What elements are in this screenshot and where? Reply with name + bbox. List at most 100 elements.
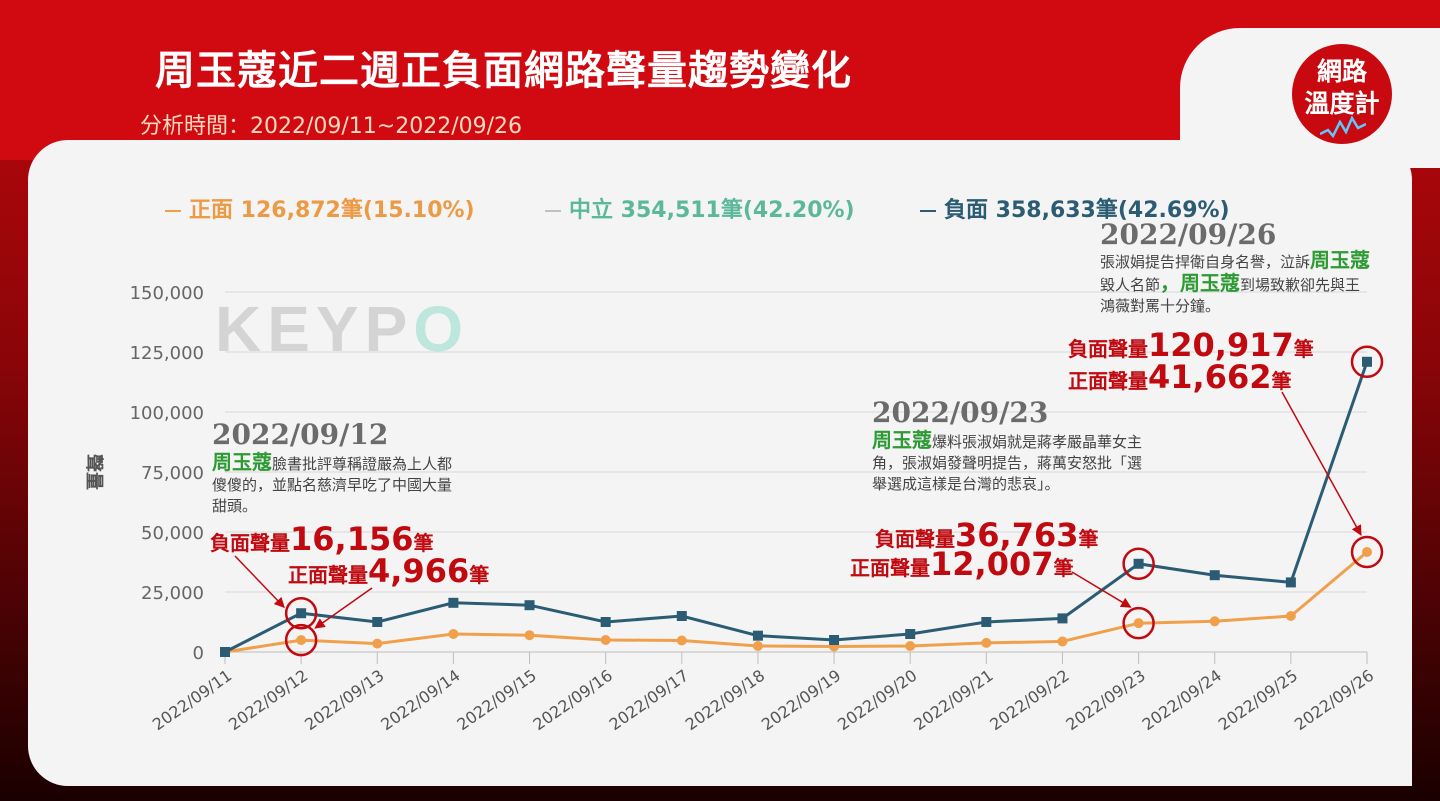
legend-neutral-label: 中立 354,511筆(42.20%): [569, 198, 855, 223]
data-point-positive: [1133, 618, 1144, 629]
watermark-logo: KEYPO: [215, 292, 469, 366]
neg-label: 負面聲量: [1068, 337, 1148, 361]
data-point-negative: [829, 635, 840, 645]
x-tick-label: 2022/09/24: [1139, 666, 1225, 734]
data-point-positive: [524, 630, 535, 641]
neg-label: 負面聲量: [875, 527, 955, 551]
data-point-positive: [752, 641, 763, 651]
data-point-positive: [600, 635, 611, 645]
data-point-negative: [1209, 570, 1220, 581]
x-tick-label: 2022/09/12: [225, 666, 311, 734]
unit: 筆: [469, 563, 490, 587]
annotation-arrow: [1071, 571, 1132, 608]
x-tick-label: 2022/09/17: [606, 666, 692, 734]
analysis-period: 分析時間：2022/09/11~2022/09/26: [140, 114, 523, 139]
page-title: 周玉蔻近二週正負面網路聲量趨勢變化: [155, 48, 852, 94]
data-point-positive: [1285, 611, 1296, 621]
unit: 筆: [1053, 556, 1074, 580]
annotation-arrow: [1281, 391, 1362, 536]
annotation-arrow: [234, 555, 285, 608]
pos-label: 正面聲量: [850, 556, 930, 580]
annotation-0912-negative: 負面聲量16,156筆: [210, 520, 433, 558]
data-point-negative: [981, 617, 992, 627]
neg-label: 負面聲量: [210, 531, 290, 555]
annotation-0923-date: 2022/09/23: [872, 396, 1049, 429]
data-point-negative: [1362, 356, 1372, 367]
annotation-arrow: [314, 587, 373, 629]
annotation-0923-positive: 正面聲量12,007筆: [850, 545, 1073, 583]
unit: 筆: [1293, 337, 1314, 361]
data-point-negative: [1133, 558, 1144, 569]
y-tick-label: 0: [193, 643, 204, 664]
data-point-negative: [905, 629, 916, 639]
highlight-circle-negative: [1122, 547, 1155, 581]
neg-value: 36,763: [955, 516, 1079, 554]
x-tick-label: 2022/09/16: [530, 666, 616, 734]
watermark-accent: O: [413, 293, 470, 365]
x-tick-label: 2022/09/22: [986, 666, 1072, 734]
x-tick-label: 2022/09/18: [682, 666, 768, 734]
data-point-positive: [981, 637, 992, 648]
x-tick-label: 2022/09/25: [1215, 666, 1301, 734]
series-line-正面: [224, 550, 1368, 654]
annotation-0912-positive: 正面聲量4,966筆: [288, 552, 489, 590]
highlight-circle-positive: [284, 623, 318, 657]
x-tick-label: 2022/09/26: [1291, 666, 1377, 734]
neg-value: 120,917: [1148, 326, 1294, 364]
legend-positive: 正面 126,872筆(15.10%): [165, 192, 475, 224]
annotation-0926-text: 張淑娟提告捍衛自身名譽，泣訴周玉蔻毀人名節，周玉蔻到場致歉卻先與王鴻薇對罵十分鐘…: [1100, 250, 1372, 317]
annotation-0923-body: 爆料張淑娟就是蔣孝嚴晶華女主角，張淑娟發聲明提告，蔣萬安怒批「選舉選成這樣是台灣…: [872, 433, 1143, 493]
annotation-0926-name: 周玉蔻: [1310, 248, 1371, 272]
data-point-negative: [600, 617, 611, 627]
annotation-0926-positive: 正面聲量41,662筆: [1068, 358, 1291, 396]
x-tick-label: 2022/09/15: [453, 666, 539, 734]
data-point-positive: [448, 629, 459, 639]
neg-value: 16,156: [290, 520, 414, 558]
pos-value: 4,966: [368, 552, 470, 590]
data-point-negative: [372, 617, 383, 627]
legend-positive-label: 正面 126,872筆(15.10%): [189, 198, 475, 223]
series-line-負面: [224, 361, 1369, 654]
annotation-0926-pre: 張淑娟提告捍衛自身名譽，泣訴: [1100, 253, 1311, 271]
pos-label: 正面聲量: [288, 563, 368, 587]
annotation-0926-sep: ，: [1160, 271, 1181, 295]
data-point-negative: [1057, 613, 1068, 624]
data-point-positive: [1057, 636, 1068, 647]
legend-negative: 負面 358,633筆(42.69%): [920, 192, 1230, 224]
x-tick-label: 2022/09/14: [377, 666, 463, 734]
annotation-0926-date: 2022/09/26: [1100, 218, 1277, 251]
data-point-positive: [372, 638, 383, 649]
legend-neutral-marker: [545, 210, 561, 212]
chart-card: [28, 140, 1412, 786]
logo-line1: 網路: [1316, 57, 1367, 86]
y-tick-label: 150,000: [130, 283, 204, 304]
annotation-0912-name: 周玉蔻: [212, 450, 272, 474]
annotation-0912-body: 臉書批評尊稱證嚴為上人都傻傻的，並點名慈濟早吃了中國大量甜頭。: [212, 455, 453, 515]
watermark-main: KEYP: [215, 293, 414, 365]
data-point-negative: [220, 647, 230, 657]
data-point-negative: [752, 630, 763, 641]
x-tick-label: 2022/09/20: [834, 666, 920, 734]
x-tick-label: 2022/09/21: [910, 666, 996, 734]
data-point-positive: [1362, 547, 1372, 558]
data-point-negative: [296, 608, 307, 619]
y-tick-label: 100,000: [130, 403, 204, 424]
x-tick-label: 2022/09/11: [149, 666, 235, 734]
y-tick-label: 125,000: [130, 343, 204, 364]
annotation-0926-negative: 負面聲量120,917筆: [1068, 326, 1314, 364]
legend-negative-label: 負面 358,633筆(42.69%): [944, 198, 1230, 223]
data-point-positive: [1209, 616, 1220, 627]
y-tick-label: 25,000: [141, 583, 204, 604]
annotation-0923-name: 周玉蔻: [872, 428, 932, 452]
x-tick-label: 2022/09/13: [301, 666, 387, 734]
annotation-0926-name2: 周玉蔻: [1180, 271, 1241, 295]
unit: 筆: [413, 531, 434, 555]
brand-logo: 網路 溫度計: [1292, 44, 1392, 144]
pos-value: 12,007: [930, 545, 1054, 583]
highlight-circle-positive: [1122, 606, 1155, 640]
data-point-positive: [676, 635, 687, 646]
annotation-0923-negative: 負面聲量36,763筆: [875, 516, 1098, 554]
data-point-positive: [905, 641, 916, 651]
annotation-0912-text: 周玉蔻臉書批評尊稱證嚴為上人都傻傻的，並點名慈濟早吃了中國大量甜頭。: [212, 452, 452, 517]
